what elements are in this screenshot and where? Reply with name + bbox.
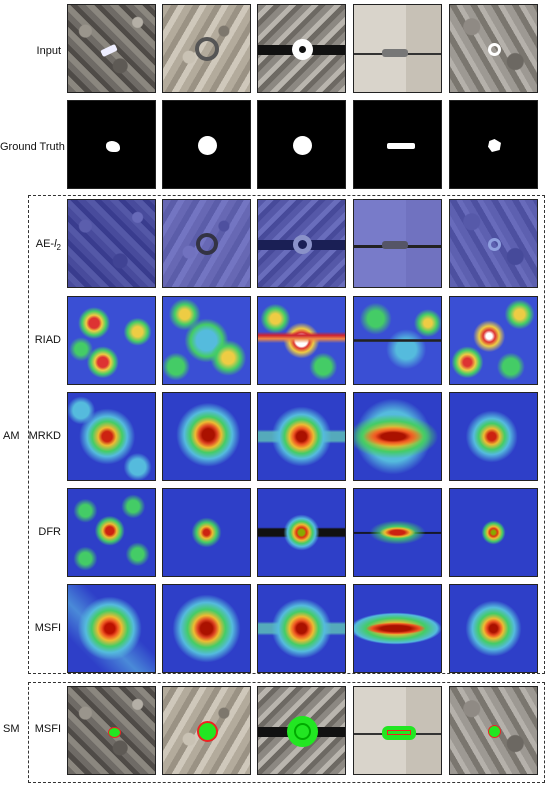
- row-label-dfr: DFR: [38, 526, 61, 538]
- input-image-4: [353, 4, 442, 93]
- riad-heatmap-1: [67, 296, 156, 385]
- row-label-msfi-am: MSFI: [34, 622, 61, 634]
- ae-l2-heatmap-4: [353, 199, 442, 288]
- input-image-3: [257, 4, 346, 93]
- group-label-am: AM: [3, 430, 20, 442]
- dfr-heatmap-5: [449, 488, 538, 577]
- msfi-sm-segmentation-1: [67, 686, 156, 775]
- msfi-am-heatmap-1: [67, 584, 156, 673]
- am-group-box: [28, 195, 545, 674]
- dfr-heatmap-2: [162, 488, 251, 577]
- mrkd-heatmap-4: [353, 392, 442, 481]
- mrkd-heatmap-3: [257, 392, 346, 481]
- msfi-sm-segmentation-4: [353, 686, 442, 775]
- row-label-input: Input: [36, 45, 61, 57]
- msfi-am-heatmap-5: [449, 584, 538, 673]
- riad-heatmap-4: [353, 296, 442, 385]
- ae-label-text: AE-: [35, 238, 55, 250]
- ground-truth-mask-5: [449, 100, 538, 189]
- input-image-1: [67, 4, 156, 93]
- mrkd-heatmap-5: [449, 392, 538, 481]
- row-label-ae-l2: AE-l2: [25, 238, 61, 252]
- ae-l2-heatmap-5: [449, 199, 538, 288]
- dfr-heatmap-1: [67, 488, 156, 577]
- input-image-2: [162, 4, 251, 93]
- ground-truth-mask-4: [353, 100, 442, 189]
- row-label-riad: RIAD: [34, 334, 61, 346]
- msfi-am-heatmap-4: [353, 584, 442, 673]
- input-image-5: [449, 4, 538, 93]
- row-label-ground-truth: Ground Truth: [0, 141, 65, 153]
- ae-label-subscript: 2: [56, 243, 61, 253]
- ae-l2-heatmap-3: [257, 199, 346, 288]
- sm-group-box: [28, 682, 545, 783]
- riad-heatmap-2: [162, 296, 251, 385]
- msfi-am-heatmap-3: [257, 584, 346, 673]
- dfr-heatmap-4: [353, 488, 442, 577]
- row-label-msfi-sm: MSFI: [34, 723, 61, 735]
- riad-heatmap-3: [257, 296, 346, 385]
- msfi-sm-segmentation-5: [449, 686, 538, 775]
- mrkd-heatmap-1: [67, 392, 156, 481]
- dfr-heatmap-3: [257, 488, 346, 577]
- ground-truth-mask-3: [257, 100, 346, 189]
- riad-heatmap-5: [449, 296, 538, 385]
- row-label-mrkd: MRKD: [28, 430, 61, 442]
- ae-label-l: l: [54, 238, 57, 250]
- ground-truth-mask-2: [162, 100, 251, 189]
- ground-truth-mask-1: [67, 100, 156, 189]
- msfi-am-heatmap-2: [162, 584, 251, 673]
- msfi-sm-segmentation-2: [162, 686, 251, 775]
- ae-l2-heatmap-2: [162, 199, 251, 288]
- msfi-sm-segmentation-3: [257, 686, 346, 775]
- group-label-sm: SM: [3, 723, 20, 735]
- ae-l2-heatmap-1: [67, 199, 156, 288]
- mrkd-heatmap-2: [162, 392, 251, 481]
